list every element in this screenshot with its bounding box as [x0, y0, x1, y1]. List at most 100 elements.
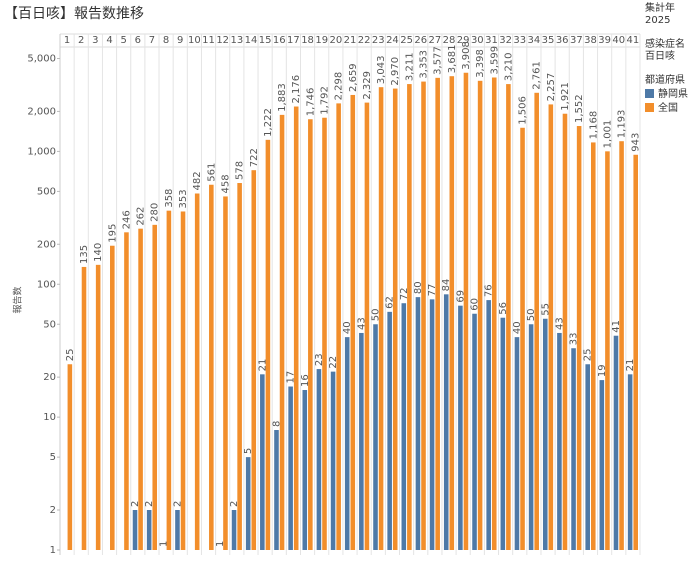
value-label: 280: [150, 203, 161, 222]
bar: [619, 141, 624, 550]
bar: [627, 374, 633, 550]
bar: [585, 364, 590, 550]
column-header: 7: [149, 35, 155, 46]
value-label: 43: [356, 317, 367, 330]
column-header: 26: [414, 35, 427, 46]
column-header: 23: [372, 35, 385, 46]
value-label: 50: [371, 309, 382, 322]
bar: [344, 337, 350, 550]
legend-label: 全国: [658, 101, 678, 114]
value-label: 16: [300, 374, 311, 387]
legend-label: 静岡県: [658, 87, 688, 100]
bar: [336, 103, 341, 550]
bar: [576, 126, 582, 550]
value-label: 1,883: [277, 83, 288, 112]
bar: [209, 184, 214, 551]
value-label: 2: [229, 501, 240, 507]
column-header: 28: [443, 35, 456, 46]
value-label: 3,353: [419, 50, 430, 79]
column-header: 8: [163, 35, 169, 46]
value-label: 1,792: [319, 86, 330, 115]
column-header: 1: [64, 35, 70, 46]
bar: [330, 371, 336, 550]
column-header: 29: [457, 35, 470, 46]
bar: [322, 117, 327, 551]
column-header: 3: [92, 35, 98, 46]
bar: [146, 510, 152, 550]
bar: [514, 337, 520, 550]
bar: [407, 84, 412, 551]
value-label: 1,168: [588, 111, 599, 140]
bar: [534, 92, 539, 550]
bar: [557, 332, 562, 550]
bar: [288, 386, 293, 550]
bar: [359, 332, 364, 550]
bar: [443, 294, 449, 550]
value-label: 458: [220, 174, 231, 193]
bar: [251, 170, 257, 550]
value-label: 246: [121, 210, 132, 229]
y-tick-label: 10: [43, 412, 56, 423]
column-header: 25: [400, 35, 413, 46]
value-label: 77: [427, 284, 438, 297]
bar: [562, 113, 568, 551]
column-header: 17: [287, 35, 300, 46]
column-header: 20: [329, 35, 342, 46]
column-header: 11: [202, 35, 215, 46]
column-header: 30: [471, 35, 484, 46]
value-label: 2: [144, 501, 155, 507]
bar: [506, 84, 511, 551]
column-header: 31: [485, 35, 498, 46]
bar: [350, 94, 356, 550]
value-label: 40: [342, 321, 353, 334]
column-header: 37: [570, 35, 583, 46]
value-label: 2,176: [291, 75, 302, 104]
value-label: 76: [484, 284, 495, 297]
value-label: 25: [583, 349, 594, 362]
bar: [633, 154, 638, 550]
bar: [435, 77, 440, 551]
bar: [67, 364, 73, 550]
bar: [421, 81, 426, 550]
bar: [392, 88, 398, 550]
value-label: 33: [569, 333, 580, 346]
bar: [605, 151, 610, 551]
column-header: 32: [499, 35, 512, 46]
bar: [110, 245, 115, 550]
bar: [571, 348, 576, 550]
value-label: 2,659: [348, 63, 359, 92]
value-label: 3,577: [433, 46, 444, 75]
value-label: 1: [158, 541, 169, 547]
value-label: 2: [130, 501, 141, 507]
value-label: 21: [257, 359, 268, 372]
value-label: 2,298: [334, 72, 345, 101]
bar: [166, 210, 172, 551]
bar: [401, 303, 407, 550]
column-header: 38: [584, 35, 597, 46]
value-label: 140: [93, 243, 104, 262]
column-header: 35: [542, 35, 555, 46]
column-header: 22: [358, 35, 371, 46]
value-label: 3,398: [475, 49, 486, 78]
bar: [520, 127, 525, 550]
value-label: 1,222: [263, 108, 274, 137]
value-label: 8: [271, 421, 282, 427]
bar: [429, 299, 435, 550]
column-header: 33: [513, 35, 526, 46]
bar: [223, 196, 228, 550]
y-axis-label: 報告数: [12, 286, 24, 313]
value-label: 195: [107, 224, 118, 243]
bar: [373, 324, 378, 550]
filter-label: 集計年: [645, 1, 675, 14]
bar: [293, 106, 299, 550]
bar: [542, 318, 548, 550]
y-tick-label: 5: [50, 452, 56, 463]
value-label: 135: [79, 245, 90, 264]
bar: [599, 380, 605, 550]
value-label: 2: [172, 501, 183, 507]
bar: [378, 87, 384, 550]
bar: [180, 211, 186, 550]
column-header: 18: [301, 35, 314, 46]
legend-title: 都道府県: [645, 73, 685, 86]
column-header: 10: [188, 35, 201, 46]
